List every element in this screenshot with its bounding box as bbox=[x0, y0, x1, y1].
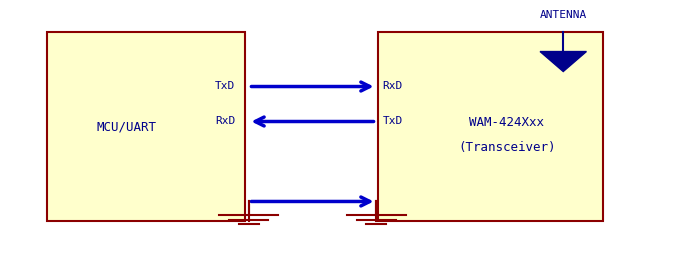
Bar bbox=[47, 33, 245, 221]
Text: RxD: RxD bbox=[383, 81, 403, 91]
Polygon shape bbox=[540, 52, 587, 72]
Text: WAM-424Xxx: WAM-424Xxx bbox=[469, 116, 544, 129]
Text: RxD: RxD bbox=[215, 116, 235, 126]
Text: MCU/UART: MCU/UART bbox=[96, 121, 156, 133]
Text: ANTENNA: ANTENNA bbox=[539, 10, 587, 20]
Text: TxD: TxD bbox=[215, 81, 235, 91]
Text: (Transceiver): (Transceiver) bbox=[458, 140, 556, 153]
Bar bbox=[378, 33, 603, 221]
Text: TxD: TxD bbox=[383, 116, 403, 126]
